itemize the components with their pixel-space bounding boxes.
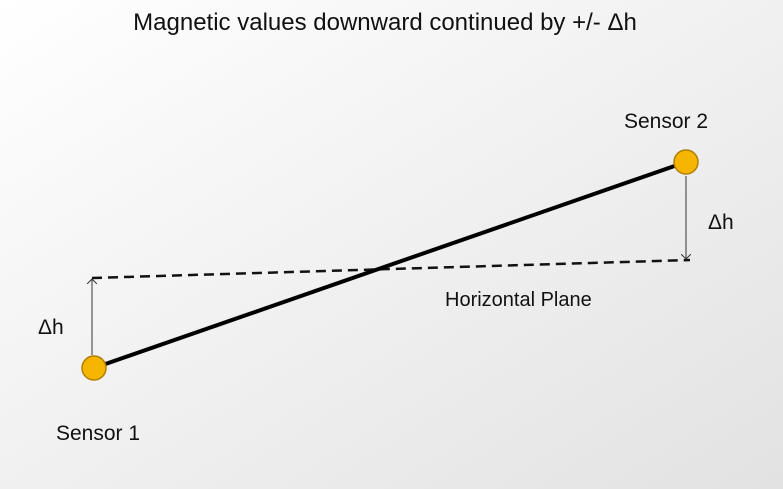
title: Magnetic values downward continued by +/… bbox=[133, 9, 637, 36]
sensor-1-dot bbox=[81, 355, 107, 381]
sensor-2-label: Sensor 2 bbox=[624, 110, 708, 133]
sensor-2-dot bbox=[673, 149, 699, 175]
plane-label: Horizontal Plane bbox=[445, 289, 592, 311]
horizontal-plane bbox=[91, 258, 691, 280]
sensor-line bbox=[93, 160, 687, 370]
delta-left: Δh bbox=[38, 316, 64, 339]
delta-right: Δh bbox=[708, 211, 734, 234]
sensor-1-label: Sensor 1 bbox=[56, 422, 140, 445]
